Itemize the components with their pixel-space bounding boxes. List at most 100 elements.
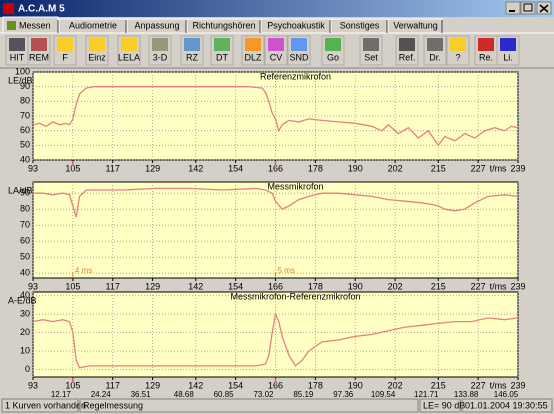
toolbar-icon (57, 38, 73, 51)
close-glyph (539, 4, 549, 13)
title-bar (0, 0, 554, 17)
y-tick-label: 60 (20, 236, 30, 246)
x-tick-label: 190 (348, 163, 363, 173)
toolbar-label: Dr. (429, 52, 441, 62)
x-tick-label: 178 (308, 281, 323, 291)
x-subtick-label: 24.24 (91, 390, 112, 399)
toolbar-label: HIT (10, 52, 25, 62)
window-title: A.C.A.M 5 (18, 4, 65, 15)
toolbar-label: DLZ (244, 52, 262, 62)
chart-title: Messmikrofon (267, 181, 323, 191)
x-tick-label: 178 (308, 380, 323, 390)
toolbar-icon (450, 38, 466, 51)
x-tick-label: 154 (228, 380, 243, 390)
toolbar-label: RZ (186, 52, 198, 62)
minimize-button[interactable] (505, 1, 521, 15)
chart-title: Messmikrofon-Referenzmikrofon (230, 291, 360, 301)
toolbar-icon (399, 38, 415, 51)
x-tick-label: 227 (471, 163, 486, 173)
x-tick-label: 154 (228, 163, 243, 173)
toolbar-label: Re. (479, 52, 493, 62)
data-line (33, 187, 519, 218)
toolbar-icon (500, 38, 516, 51)
x-tick-label: 129 (145, 380, 160, 390)
x-subtick-label: 133.88 (454, 390, 479, 399)
x-tick-label: 105 (65, 163, 80, 173)
x-tick-label: 93 (28, 281, 38, 291)
x-tick-label: 129 (145, 163, 160, 173)
toolbar-label: SND (289, 52, 309, 62)
tab-label: Verwaltung (393, 20, 438, 30)
annotation-label: 4 ms (75, 266, 92, 275)
x-tick-label: 142 (188, 380, 203, 390)
status-panel (461, 398, 553, 413)
x-subtick-label: 36.51 (131, 390, 152, 399)
y-tick-label: 30 (20, 309, 30, 319)
toolbar-icon (363, 38, 379, 51)
x-tick-label: 202 (388, 380, 403, 390)
x-tick-label: 117 (106, 281, 120, 291)
x-tick-label: 227 (471, 281, 486, 291)
toolbar-icon (291, 38, 307, 51)
x-tick-label: 129 (145, 281, 160, 291)
data-line (32, 312, 519, 369)
tab-label: Messen (19, 20, 51, 30)
tab-icon (7, 21, 16, 30)
x-tick-label: 166 (268, 163, 283, 173)
status-panel (1, 398, 79, 413)
x-tick-label: 227 (471, 380, 486, 390)
x-tick-label: 178 (308, 163, 323, 173)
x-tick-label: 166 (268, 380, 283, 390)
y-tick-label: 80 (20, 204, 30, 214)
x-tick-label: 239 (510, 281, 525, 291)
toolbar-icon (31, 38, 47, 51)
x-axis-label: t/ms (490, 281, 507, 291)
x-subtick-label: 109.54 (371, 390, 396, 399)
y-tick-label: 90 (20, 81, 30, 91)
y-tick-label: 80 (20, 96, 30, 106)
toolbar-icon (89, 38, 105, 51)
x-subtick-label: 12.17 (51, 390, 72, 399)
x-tick-label: 190 (348, 281, 363, 291)
tab-label: Audiometrie (69, 20, 117, 30)
toolbar-icon (214, 38, 230, 51)
y-tick-label: 50 (20, 140, 30, 150)
y-tick-label: 70 (20, 110, 30, 120)
x-tick-label: 215 (431, 380, 446, 390)
status-text: Regelmessung (83, 400, 143, 410)
toolbar-icon (121, 38, 137, 51)
y-axis-label: LE/dB (8, 75, 33, 85)
tab-label: Anpassung (134, 20, 179, 30)
x-axis-label: t/ms (490, 163, 507, 173)
x-tick-label: 142 (188, 281, 203, 291)
x-tick-label: 105 (65, 281, 80, 291)
toolbar-label: Li. (503, 52, 513, 62)
toolbar-icon (268, 38, 284, 51)
toolbar-label: LELA (118, 52, 140, 62)
toolbar-label: Ref. (399, 52, 416, 62)
maximize-glyph (523, 3, 533, 12)
toolbar-label: Set (364, 52, 378, 62)
y-tick-label: 40 (20, 290, 30, 300)
status-panel (79, 398, 419, 413)
status-text: LE= 90 dB (423, 400, 465, 410)
x-tick-label: 202 (388, 163, 403, 173)
x-tick-label: 105 (65, 380, 80, 390)
toolbar-icon (152, 38, 168, 51)
x-tick-label: 215 (431, 281, 446, 291)
toolbar-label: F (62, 52, 68, 62)
x-subtick-label: 85.19 (293, 390, 314, 399)
x-tick-label: 142 (188, 163, 203, 173)
window-buttons (505, 1, 552, 15)
y-axis-label: LA/dB (8, 185, 33, 195)
y-tick-label: 10 (20, 346, 30, 356)
annotation-label: 5 ms (278, 266, 295, 275)
toolbar-icon (427, 38, 443, 51)
toolbar-label: Einz (88, 52, 106, 62)
y-tick-label: 100 (15, 66, 30, 76)
toolbar-label: DT (216, 52, 228, 62)
x-tick-label: 93 (28, 163, 38, 173)
x-axis-label: t/ms (490, 380, 507, 390)
toolbar-icon (478, 38, 494, 51)
